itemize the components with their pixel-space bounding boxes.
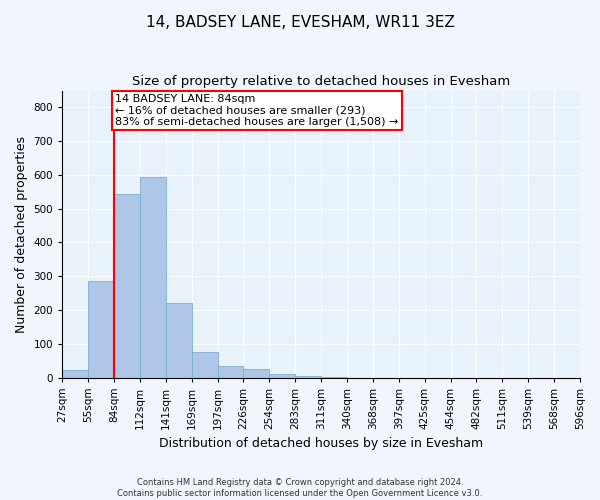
X-axis label: Distribution of detached houses by size in Evesham: Distribution of detached houses by size …: [159, 437, 483, 450]
Text: 14, BADSEY LANE, EVESHAM, WR11 3EZ: 14, BADSEY LANE, EVESHAM, WR11 3EZ: [146, 15, 454, 30]
Bar: [62, 370, 88, 378]
Bar: [295, 376, 321, 378]
Bar: [269, 374, 295, 378]
Text: Contains HM Land Registry data © Crown copyright and database right 2024.
Contai: Contains HM Land Registry data © Crown c…: [118, 478, 482, 498]
Bar: [140, 176, 166, 378]
Bar: [191, 352, 218, 378]
Bar: [321, 376, 347, 378]
Title: Size of property relative to detached houses in Evesham: Size of property relative to detached ho…: [132, 75, 510, 88]
Bar: [166, 302, 191, 378]
Bar: [88, 282, 114, 378]
Bar: [114, 194, 140, 378]
Text: 14 BADSEY LANE: 84sqm
← 16% of detached houses are smaller (293)
83% of semi-det: 14 BADSEY LANE: 84sqm ← 16% of detached …: [115, 94, 398, 127]
Y-axis label: Number of detached properties: Number of detached properties: [15, 136, 28, 332]
Bar: [244, 369, 269, 378]
Bar: [218, 366, 244, 378]
